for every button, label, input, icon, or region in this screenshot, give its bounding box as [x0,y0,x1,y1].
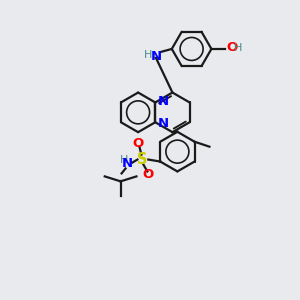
Text: O: O [226,41,238,55]
Text: N: N [157,95,168,108]
Text: S: S [137,152,148,167]
Text: H: H [234,43,243,53]
Text: O: O [143,168,154,181]
Text: N: N [150,50,161,63]
Text: H: H [120,154,129,165]
Text: N: N [157,117,168,130]
Text: N: N [122,157,133,170]
Text: O: O [133,137,144,150]
Text: H: H [144,50,152,60]
